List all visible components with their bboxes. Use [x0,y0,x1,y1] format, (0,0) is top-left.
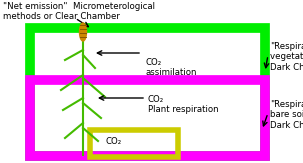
Bar [90,130,178,157]
Text: "Net emission"  Micrometerological
methods or Clear Chamber: "Net emission" Micrometerological method… [3,2,155,21]
Text: CO₂
assimilation: CO₂ assimilation [145,58,197,77]
Text: "Respiration
bare soil"
Dark Chamber: "Respiration bare soil" Dark Chamber [270,100,303,130]
Text: "Respiration
vegetated soil"
Dark Chamber: "Respiration vegetated soil" Dark Chambe… [270,42,303,72]
Ellipse shape [79,23,86,41]
Bar [30,28,265,156]
Text: CO₂: CO₂ [105,137,121,146]
Text: CO₂
Plant respiration: CO₂ Plant respiration [148,95,219,114]
Bar [30,80,265,156]
